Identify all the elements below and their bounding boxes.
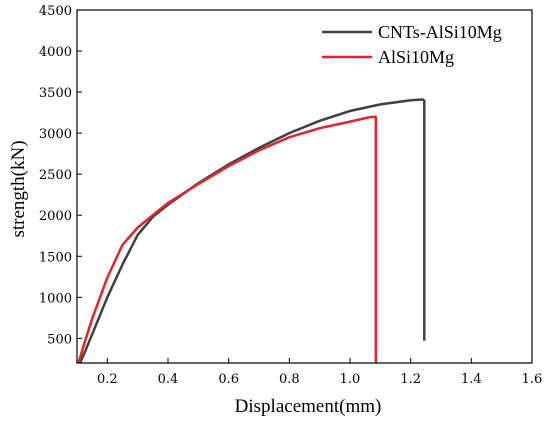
- y-tick-label: 4500: [39, 4, 72, 19]
- x-tick-label: 0.6: [218, 372, 239, 387]
- y-tick-label: 2500: [39, 168, 72, 183]
- x-tick-label: 0.8: [279, 372, 300, 387]
- y-tick-label: 4000: [39, 45, 72, 60]
- y-tick-label: 1500: [39, 250, 72, 265]
- series-layer: [77, 98, 426, 364]
- legend-label-cnts-alsi10mg: CNTs-AlSi10Mg: [378, 22, 502, 42]
- x-tick-label: 1.4: [461, 372, 482, 387]
- y-tick-label: 500: [47, 332, 72, 347]
- x-tick-label: 0.2: [97, 372, 118, 387]
- x-tick-label: 0.4: [158, 372, 179, 387]
- y-tick-label: 3500: [39, 86, 72, 101]
- y-tick-label: 3000: [39, 127, 72, 142]
- y-axis-title: strength(kN): [8, 140, 29, 237]
- x-axis-title: Displacement(mm): [235, 396, 382, 417]
- plot-area-frame: [76, 9, 533, 364]
- series-line-alsi10mg: [77, 115, 378, 364]
- x-tick-label: 1.2: [400, 372, 421, 387]
- legend-label-alsi10mg: AlSi10Mg: [378, 47, 454, 67]
- x-tick-label: 1.6: [522, 372, 543, 387]
- axis-ticks-layer: 0.2 0.4 0.6 0.8 1.0 1.2 1.4 1.6 500 1000 1500 2000 2…: [39, 4, 542, 387]
- series-line-cnts-alsi10mg: [78, 98, 426, 364]
- y-tick-label: 2000: [39, 209, 72, 224]
- x-tick-label: 1.0: [340, 372, 361, 387]
- legend: CNTs-AlSi10Mg AlSi10Mg: [322, 22, 502, 67]
- y-tick-label: 1000: [39, 291, 72, 306]
